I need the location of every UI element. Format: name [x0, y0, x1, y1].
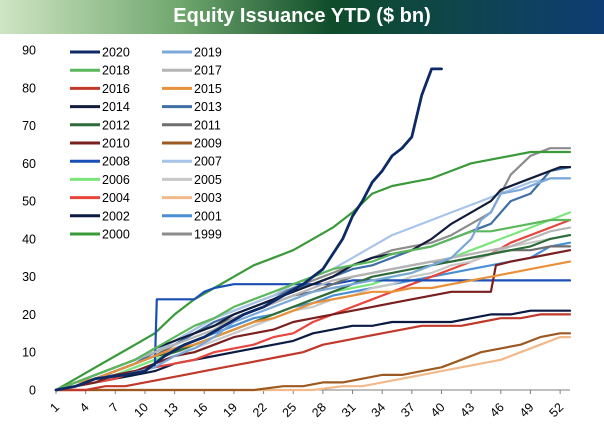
- legend-label-2000: 2000: [102, 228, 130, 242]
- series-line-2015: [54, 260, 572, 392]
- x-tick-label: 46: [487, 400, 507, 420]
- x-tick-label: 22: [250, 400, 270, 420]
- legend-label-2006: 2006: [102, 173, 130, 187]
- legend-label-2013: 2013: [194, 100, 222, 114]
- x-tick-label: 37: [398, 400, 418, 420]
- legend-label-2017: 2017: [194, 64, 222, 78]
- x-tick-label: 16: [191, 400, 211, 420]
- x-tick-label: 52: [547, 400, 567, 420]
- y-tick-label: 30: [22, 270, 36, 284]
- x-tick-label: 25: [280, 400, 300, 420]
- legend-label-2018: 2018: [102, 64, 130, 78]
- y-tick-label: 60: [22, 157, 36, 171]
- legend-label-2008: 2008: [102, 155, 130, 169]
- series-line-1999: [54, 147, 572, 392]
- y-tick-label: 70: [22, 119, 36, 133]
- legend-label-2012: 2012: [102, 118, 130, 132]
- series-line-2010: [54, 249, 572, 392]
- x-tick-label: 40: [428, 400, 448, 420]
- legend-label-2010: 2010: [102, 137, 130, 151]
- x-tick-label: 4: [77, 400, 92, 415]
- y-tick-label: 40: [22, 232, 36, 246]
- legend-label-2014: 2014: [102, 100, 130, 114]
- legend-label-2019: 2019: [194, 46, 222, 60]
- legend-label-2002: 2002: [102, 209, 130, 223]
- legend: 2020 2019 2018 2017 2016 2015 2014 2013 2012 2011…: [70, 46, 222, 242]
- legend-label-1999: 1999: [194, 228, 222, 242]
- x-tick-label: 7: [107, 400, 122, 415]
- series-line-2002: [54, 309, 572, 392]
- y-tick-label: 10: [22, 346, 36, 360]
- title-banner: [0, 0, 604, 34]
- x-tick-label: 13: [161, 400, 181, 420]
- series-line-2005: [54, 234, 572, 392]
- series-line-2020: [54, 67, 443, 392]
- legend-label-2005: 2005: [194, 173, 222, 187]
- legend-label-2009: 2009: [194, 137, 222, 151]
- x-tick-label: 1: [47, 400, 62, 415]
- x-tick-label: 10: [131, 400, 151, 420]
- legend-label-2004: 2004: [102, 191, 130, 205]
- series-line-2000: [54, 150, 572, 392]
- x-tick-label: 49: [517, 400, 537, 420]
- chart-title: Equity Issuance YTD ($ bn): [173, 5, 431, 27]
- x-tick-label: 43: [458, 400, 478, 420]
- series-line-2012: [54, 234, 572, 392]
- y-tick-label: 0: [29, 384, 36, 398]
- y-tick-label: 50: [22, 195, 36, 209]
- legend-label-2016: 2016: [102, 82, 130, 96]
- legend-label-2007: 2007: [194, 155, 222, 169]
- series-line-2019: [54, 177, 572, 392]
- x-tick-label: 34: [369, 400, 389, 420]
- series-line-2009: [54, 332, 572, 392]
- legend-label-2011: 2011: [194, 118, 221, 132]
- x-tick-label: 31: [339, 400, 359, 420]
- y-tick-label: 80: [22, 81, 36, 95]
- x-tick-label: 19: [220, 400, 240, 420]
- series-line-2016: [54, 313, 572, 392]
- x-tick-label: 28: [309, 400, 329, 420]
- legend-label-2001: 2001: [194, 209, 222, 223]
- legend-label-2015: 2015: [194, 82, 222, 96]
- y-tick-label: 90: [22, 44, 36, 58]
- y-tick-label: 20: [22, 308, 36, 322]
- legend-label-2020: 2020: [102, 46, 130, 60]
- legend-label-2003: 2003: [194, 191, 222, 205]
- series-layer: [54, 67, 572, 392]
